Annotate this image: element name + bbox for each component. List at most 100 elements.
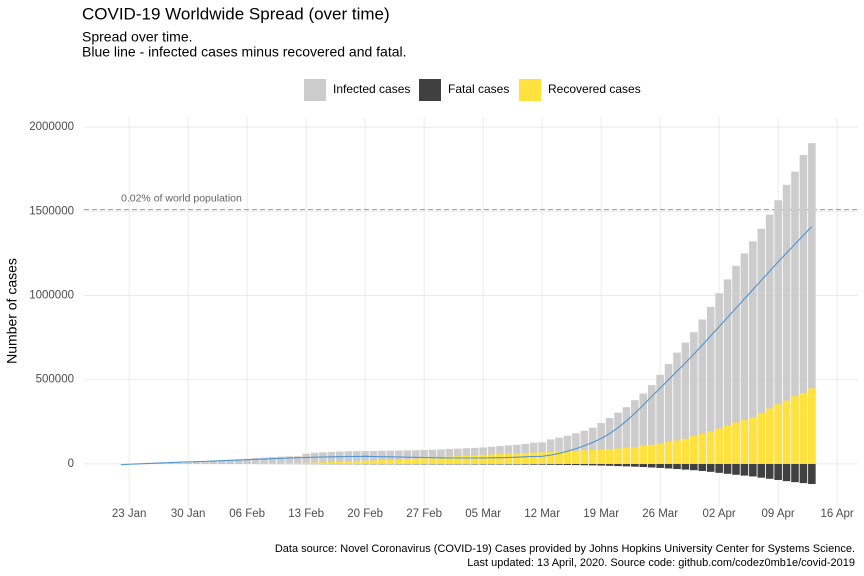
bar (319, 452, 327, 464)
bar (774, 404, 782, 464)
bar (740, 420, 749, 464)
bar (293, 463, 302, 464)
x-tick-label: 12 Mar (524, 508, 560, 520)
bar (563, 435, 572, 464)
bar (740, 253, 749, 464)
active-line (120, 226, 813, 466)
bar (597, 423, 605, 464)
bar (808, 463, 816, 485)
bar (605, 449, 614, 464)
bar (454, 463, 462, 465)
bar (614, 412, 622, 464)
bar (428, 457, 437, 464)
bar (588, 449, 597, 464)
bar (799, 463, 808, 484)
bar (479, 463, 487, 465)
bar (293, 456, 302, 464)
bar (698, 463, 707, 471)
y-tick-label: 1000000 (29, 290, 74, 302)
bar (327, 451, 336, 464)
bar (715, 463, 723, 473)
bar (369, 450, 378, 464)
bar (403, 459, 412, 464)
y-tick-label: 2000000 (29, 121, 74, 133)
bar (302, 453, 310, 464)
bar (765, 408, 774, 464)
bar (411, 458, 420, 464)
bar (614, 448, 622, 464)
bar (647, 463, 656, 468)
bar (167, 462, 176, 464)
bar (420, 458, 428, 464)
bar (226, 459, 235, 464)
bar (327, 462, 336, 464)
bar (791, 171, 799, 464)
bar (580, 430, 589, 464)
bar (555, 463, 563, 465)
x-tick-label: 09 Apr (762, 508, 795, 520)
bar (732, 463, 740, 475)
bar (681, 342, 690, 464)
bar (445, 456, 454, 464)
bar (656, 463, 664, 468)
bar (673, 440, 681, 464)
bar (706, 463, 715, 472)
bar (749, 417, 757, 464)
bar (732, 265, 740, 464)
x-tick-label: 05 Mar (465, 508, 501, 520)
x-tick-label: 20 Feb (347, 508, 383, 520)
chart-title: COVID-19 Worldwide Spread (over time) (82, 4, 390, 23)
legend-swatch (304, 79, 326, 101)
bar (428, 449, 437, 464)
bar (546, 452, 555, 464)
bar (277, 463, 285, 464)
bar (580, 463, 589, 466)
chart-subtitle: Blue line - infected cases minus recover… (82, 44, 407, 60)
bar (639, 463, 648, 468)
bar (639, 445, 648, 464)
bar (782, 184, 791, 464)
bar (538, 452, 546, 464)
bar (529, 452, 538, 464)
bar (470, 455, 479, 464)
bar (361, 451, 369, 464)
legend-label: Fatal cases (448, 82, 509, 96)
x-tick-label: 13 Feb (288, 508, 324, 520)
bar (352, 451, 361, 464)
bar (496, 463, 504, 465)
bar (757, 413, 766, 464)
bar (673, 352, 681, 464)
bar (706, 431, 715, 464)
bar (715, 293, 723, 464)
bar (310, 462, 319, 464)
bar (487, 454, 496, 464)
bar (310, 452, 319, 464)
bar (597, 449, 605, 464)
x-tick-label: 26 Mar (642, 508, 678, 520)
bar (681, 438, 690, 464)
bar (782, 463, 791, 482)
bar (546, 463, 555, 465)
bar (378, 460, 386, 464)
bar (454, 456, 462, 464)
bar (765, 214, 774, 464)
bar (673, 463, 681, 470)
x-tick-label: 19 Mar (583, 508, 619, 520)
bar (664, 463, 673, 469)
bar (588, 427, 597, 464)
bar (504, 463, 513, 465)
bar (639, 393, 648, 464)
bar (656, 443, 664, 464)
bar (656, 374, 664, 464)
bar (513, 463, 521, 465)
bar (529, 463, 538, 465)
bar (184, 462, 192, 464)
bar (209, 461, 218, 464)
bar (723, 425, 732, 464)
bar (740, 463, 749, 476)
bar (251, 458, 260, 464)
x-tick-label: 30 Jan (171, 508, 206, 520)
bar (799, 392, 808, 464)
bar (361, 460, 369, 464)
